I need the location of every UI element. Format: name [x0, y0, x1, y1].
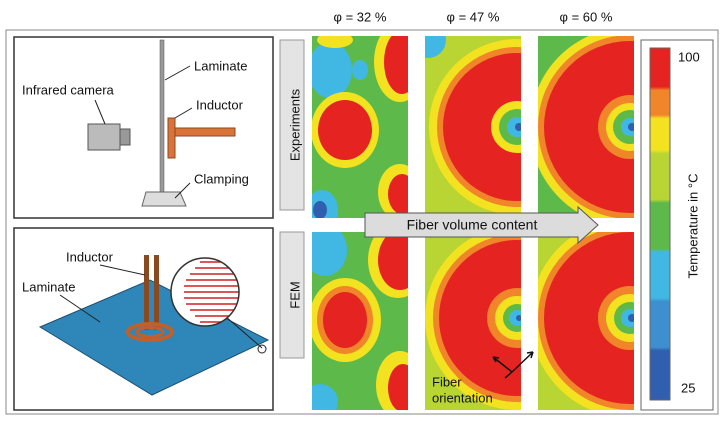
colorbar-min: 25 — [681, 380, 695, 395]
column-header: φ = 47 % — [447, 9, 500, 24]
arrow-label: Fiber volume content — [407, 217, 538, 233]
annotation: Fiber — [432, 374, 462, 389]
colorbar-max: 100 — [678, 49, 700, 64]
label: Inductor — [66, 249, 114, 264]
label: Clamping — [194, 171, 249, 186]
column-header: φ = 32 % — [334, 9, 387, 24]
row-label: FEM — [287, 281, 302, 308]
colorbar — [650, 48, 670, 400]
label: Infrared camera — [22, 82, 115, 97]
row-label: Experiments — [287, 88, 302, 161]
heatmap — [306, 22, 426, 230]
label: Laminate — [194, 58, 247, 73]
column-header: φ = 60 % — [560, 9, 613, 24]
colorbar-label: Temperature in °C — [685, 174, 700, 279]
label: Inductor — [196, 97, 244, 112]
figure: φ = 32 % φ = 47 % φ = 60 % Laminate Infr… — [0, 0, 723, 417]
annotation: orientation — [432, 390, 493, 405]
label: Laminate — [22, 279, 75, 294]
